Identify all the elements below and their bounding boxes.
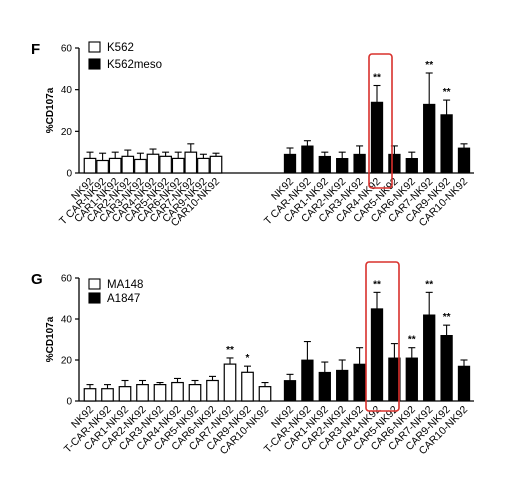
bar [301,359,314,402]
bar [206,379,219,402]
y-axis-title: %CD107a [45,316,56,362]
bar [405,357,418,402]
y-tick-label: 20 [61,356,73,367]
bar [171,157,185,174]
bar [318,371,331,402]
bar [209,155,223,174]
significance-label: ** [373,73,381,84]
bar [108,157,122,174]
bar [153,384,167,402]
bar [388,357,401,402]
legend-swatch [88,58,101,70]
legend-label: MA148 [107,279,143,291]
bar [134,158,147,174]
bar [440,334,453,402]
bar [83,157,97,174]
legend-label: A1847 [107,293,140,305]
bar [121,155,135,174]
bar [136,384,149,402]
significance-label: ** [443,312,451,323]
bar [118,386,132,402]
significance-label: ** [408,335,416,346]
highlight-box [368,53,393,189]
bar [353,153,366,174]
bar [188,384,202,402]
bar [83,388,97,402]
y-tick-label: 40 [61,85,73,96]
bar [440,114,453,174]
bar [159,155,172,174]
bar [388,153,401,174]
significance-label: ** [443,87,451,98]
panel-label: F [31,41,40,58]
bar [423,314,436,402]
bar [370,308,384,402]
bar [258,386,272,402]
significance-label: ** [425,279,433,290]
bar [223,363,237,402]
y-tick-label: 60 [61,274,73,285]
legend-swatch [88,292,101,304]
legend-label: K562meso [107,59,162,71]
y-tick-label: 20 [61,127,73,138]
bar [197,157,210,174]
significance-label: ** [425,60,433,71]
bar [318,155,331,174]
bar [301,145,314,174]
bar [283,153,297,174]
bar [457,147,471,174]
significance-label: ** [373,279,381,290]
legend-label: K562 [107,42,134,54]
significance-label: * [246,353,250,364]
panel-label: G [31,271,43,288]
bar [241,371,254,402]
bar [457,365,471,402]
y-tick-label: 40 [61,315,73,326]
highlight-box [365,261,400,412]
legend-swatch [88,41,101,53]
bar [184,151,198,174]
y-axis-title: %CD107a [45,87,56,133]
legend-swatch [88,278,101,290]
bar [423,103,436,174]
bar [405,158,418,174]
bar [101,388,114,402]
bar [336,369,349,402]
bar [96,159,109,174]
significance-label: ** [226,345,234,356]
bar [353,363,366,402]
bar [283,380,297,402]
bar [370,101,384,174]
bar [146,153,160,174]
bar [336,158,349,174]
y-tick-label: 0 [66,169,72,180]
y-tick-label: 60 [61,44,73,55]
bar [171,381,184,402]
y-tick-label: 0 [66,397,72,408]
